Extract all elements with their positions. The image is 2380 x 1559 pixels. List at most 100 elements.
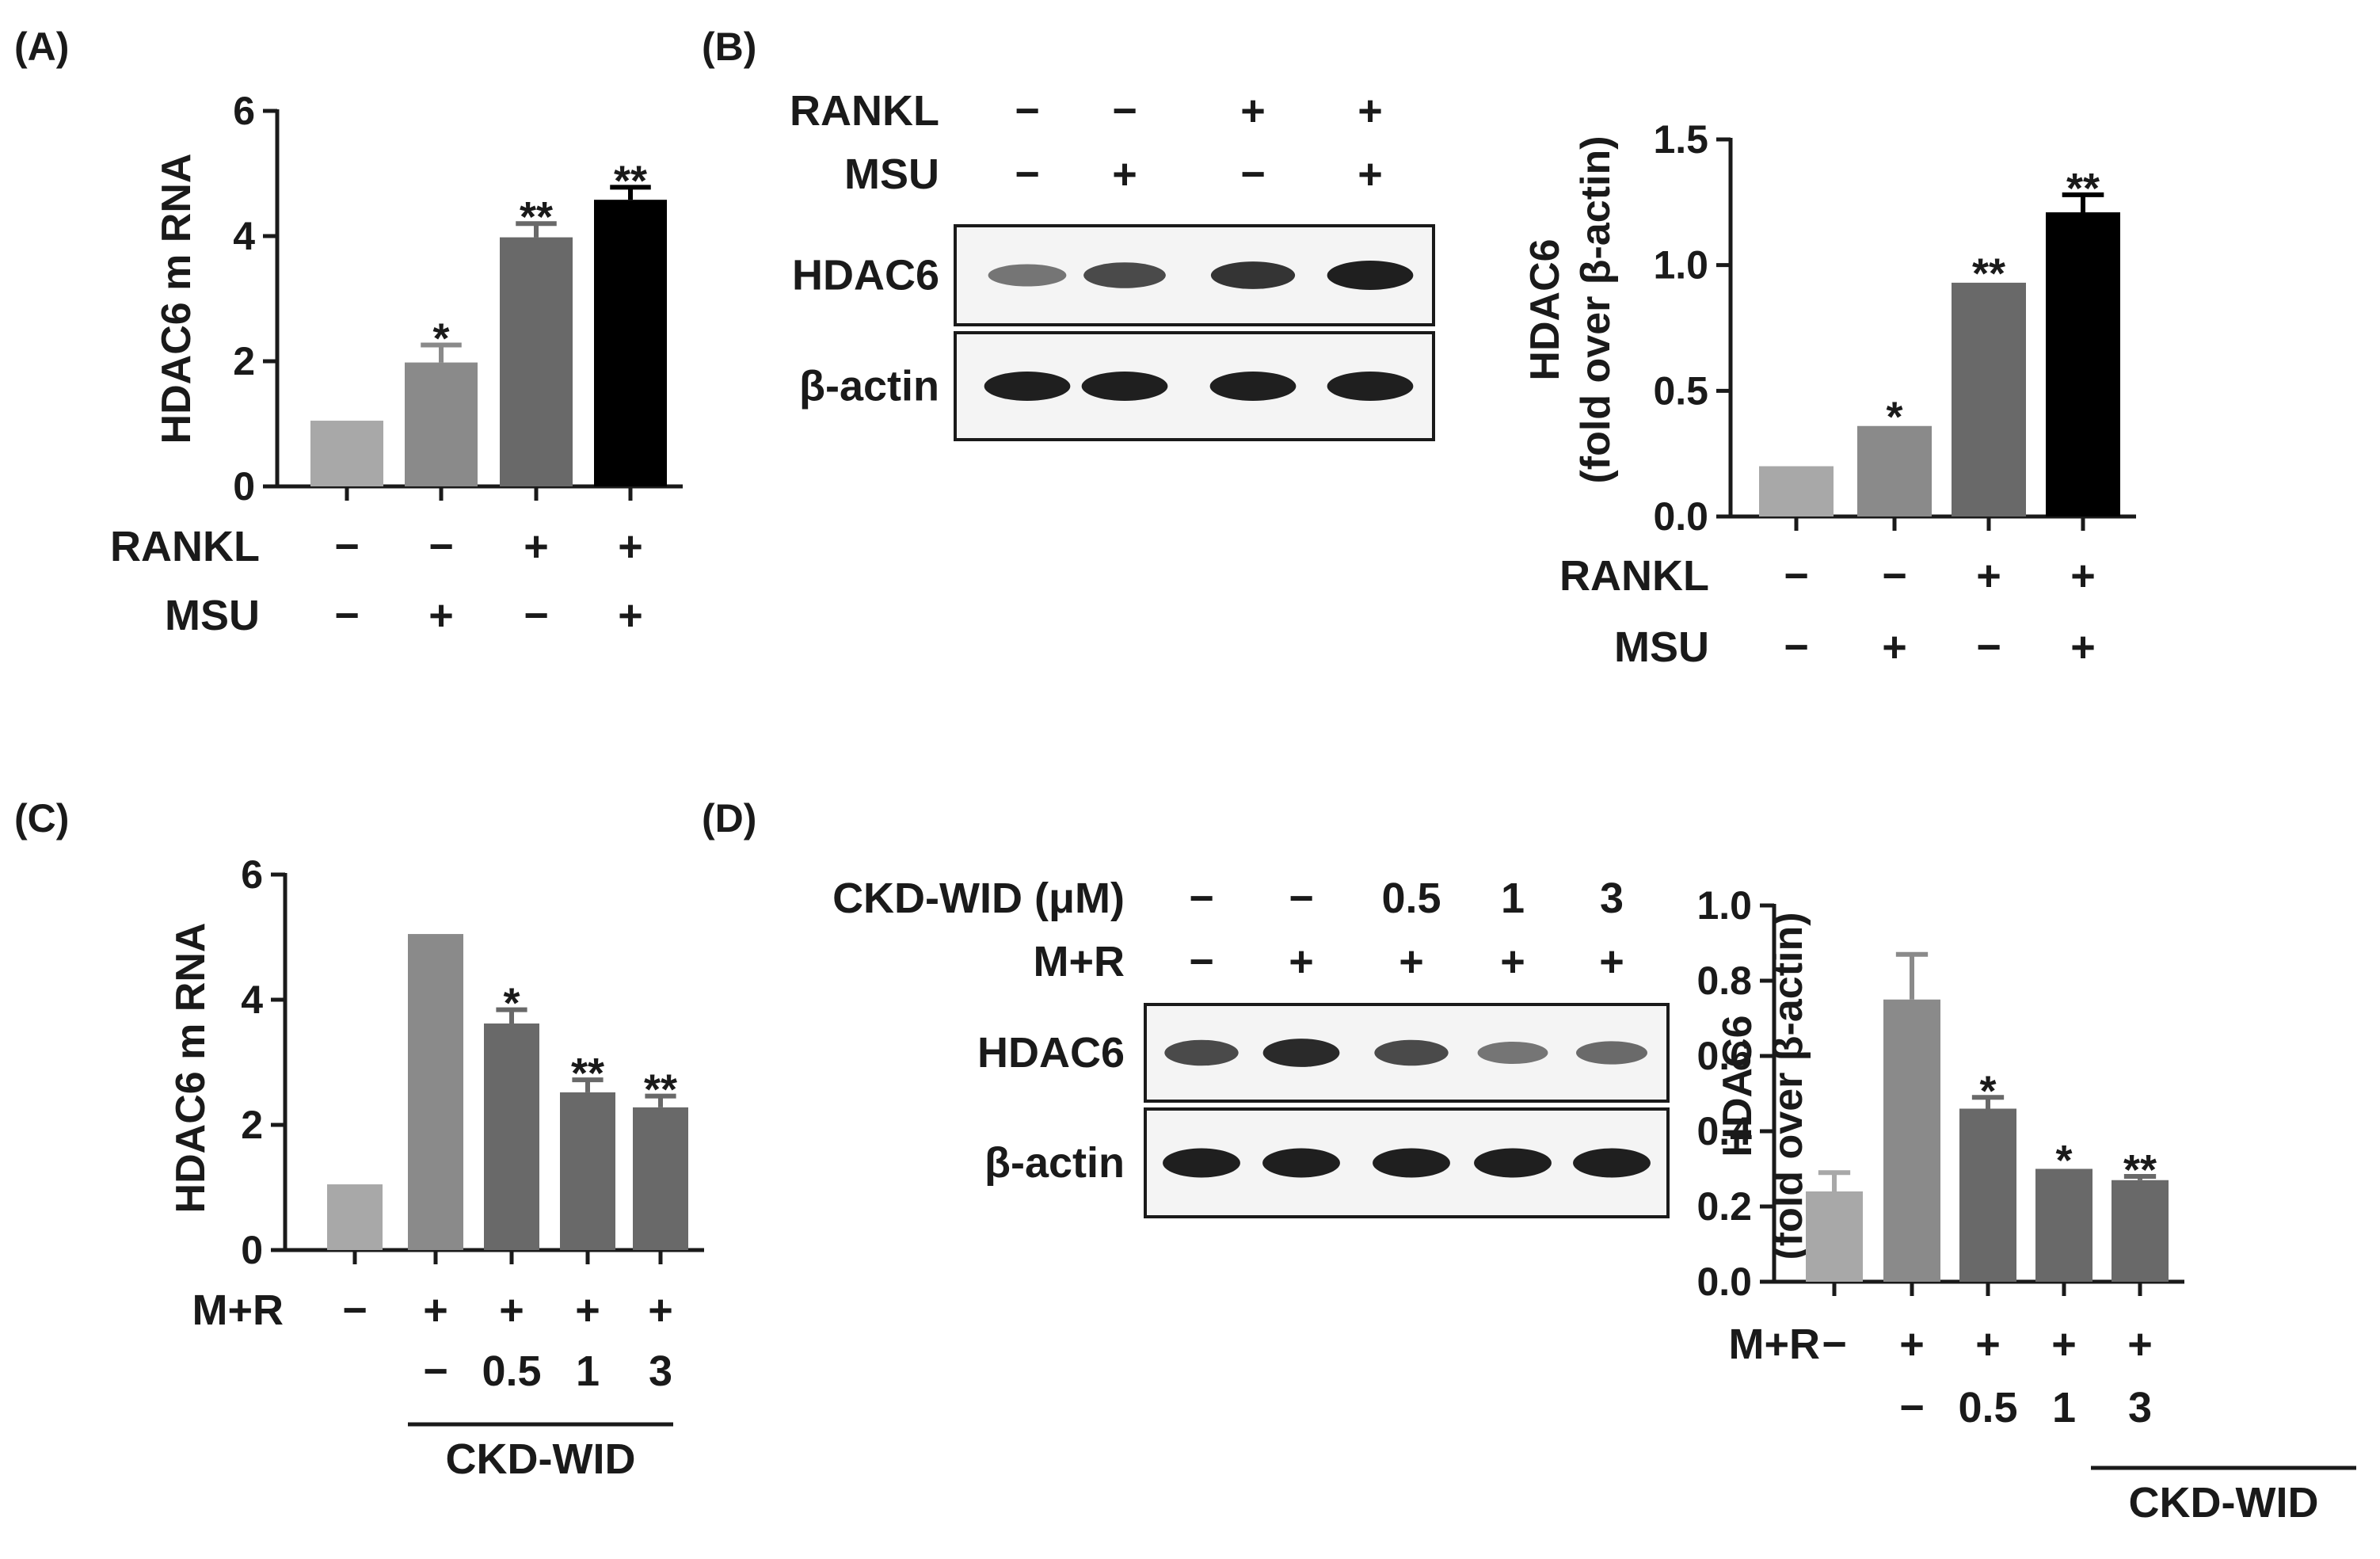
blot-condition-sign: − [1189, 875, 1214, 922]
condition-sign: + [648, 1286, 673, 1334]
y-tick-label: 0 [241, 1228, 263, 1272]
blot-condition-sign: − [1289, 875, 1314, 922]
bar [594, 200, 667, 486]
condition-sign: 1 [2052, 1384, 2076, 1431]
significance-marker: * [1979, 1067, 1996, 1115]
western-blot-b: RANKL − − + + MSU − + − + HDAC6 β-actin [790, 87, 1435, 441]
significance-marker: ** [2066, 165, 2100, 212]
group-label: CKD-WID [446, 1435, 636, 1483]
condition-sign: − [428, 523, 454, 570]
condition-sign: + [575, 1286, 600, 1334]
blot-condition-sign: − [1015, 87, 1040, 135]
bar [2046, 212, 2120, 516]
condition-sign: − [1784, 552, 1809, 600]
bar [484, 1023, 539, 1250]
blot-condition-sign: + [1599, 938, 1624, 985]
condition-sign: − [1784, 623, 1809, 671]
condition-label: MSU [165, 592, 260, 639]
bar [310, 421, 383, 486]
y-tick-label: 1.5 [1653, 117, 1708, 162]
y-tick-label: 0 [233, 464, 255, 509]
condition-sign: 0.5 [482, 1347, 541, 1395]
blot-band [1576, 1041, 1647, 1065]
y-tick-label: 0.6 [1696, 1034, 1752, 1078]
significance-marker: ** [520, 193, 553, 241]
condition-sign: − [423, 1347, 448, 1395]
y-tick-label: 0.8 [1696, 959, 1752, 1003]
condition-sign: + [618, 523, 643, 570]
blot-band [1573, 1148, 1651, 1178]
condition-sign: + [1899, 1321, 1925, 1368]
blot-condition-sign: + [1112, 151, 1137, 198]
western-blot-d: CKD-WID (μM) − − 0.5 1 3 M+R − + + + + HDAC6 β-actin [832, 875, 1670, 1218]
condition-sign: + [2070, 623, 2096, 671]
condition-sign: − [1976, 623, 2001, 671]
condition-sign: − [1899, 1384, 1925, 1431]
panel-label-d: (D) [702, 796, 756, 840]
y-axis-label: HDAC6 m RNA [154, 154, 200, 444]
bar [1759, 466, 1834, 516]
blot-band [1210, 261, 1296, 289]
condition-sign: + [1976, 552, 2001, 600]
blot-row-label: β-actin [799, 363, 939, 410]
blot-band [1164, 1039, 1239, 1066]
y-tick-label: 4 [241, 978, 263, 1022]
blot-band [1373, 1148, 1450, 1178]
bar [1959, 1108, 2016, 1282]
condition-label: M+R [192, 1286, 284, 1334]
significance-marker: * [2055, 1137, 2072, 1184]
bar [408, 934, 463, 1250]
condition-sign: + [2051, 1321, 2077, 1368]
y-tick-label: 0.0 [1696, 1260, 1752, 1304]
condition-sign: + [618, 592, 643, 639]
bar [2035, 1168, 2092, 1282]
y-tick-label: 2 [233, 339, 255, 383]
blot-condition-label: MSU [844, 151, 939, 198]
blot-band [1327, 372, 1414, 401]
blot-band [1374, 1039, 1449, 1066]
condition-sign: + [2127, 1321, 2153, 1368]
condition-sign: 0.5 [1958, 1384, 2017, 1431]
significance-marker: * [432, 314, 449, 362]
blot-band [1262, 1039, 1340, 1067]
condition-sign: − [342, 1286, 367, 1334]
y-tick-label: 0.4 [1696, 1109, 1752, 1153]
condition-sign: 1 [576, 1347, 600, 1395]
blot-row-label: HDAC6 [792, 252, 939, 299]
condition-sign: + [428, 592, 454, 639]
blot-band [1262, 1148, 1340, 1178]
y-tick-label: 1.0 [1653, 243, 1708, 288]
condition-sign: + [1882, 623, 1907, 671]
condition-label: M+R [1728, 1321, 1820, 1368]
blot-row-label: β-actin [984, 1139, 1125, 1187]
condition-label: RANKL [1559, 552, 1709, 600]
panel-label-a: (A) [14, 25, 69, 69]
y-axis-label: HDAC6 m RNA [168, 923, 214, 1214]
significance-marker: ** [644, 1066, 677, 1114]
bar [405, 362, 478, 486]
condition-sign: + [524, 523, 549, 570]
blot-band [1081, 372, 1168, 401]
blot-condition-label: CKD-WID (μM) [832, 875, 1125, 922]
significance-marker: ** [571, 1050, 604, 1097]
condition-sign: + [1975, 1321, 2001, 1368]
blot-row-label: HDAC6 [977, 1029, 1125, 1077]
bar [2112, 1180, 2169, 1282]
blot-condition-sign: 1 [1501, 875, 1525, 922]
blot-condition-sign: 3 [1600, 875, 1624, 922]
panel-label-b: (B) [702, 25, 756, 69]
condition-sign: − [524, 592, 549, 639]
bar [560, 1092, 615, 1250]
significance-marker: ** [1972, 250, 2005, 298]
blot-condition-sign: + [1500, 938, 1525, 985]
blot-band [1477, 1041, 1548, 1065]
blot-band [1327, 261, 1414, 290]
blot-condition-label: M+R [1033, 938, 1125, 985]
condition-sign: + [423, 1286, 448, 1334]
significance-marker: ** [614, 157, 647, 204]
blot-band [1083, 262, 1166, 288]
